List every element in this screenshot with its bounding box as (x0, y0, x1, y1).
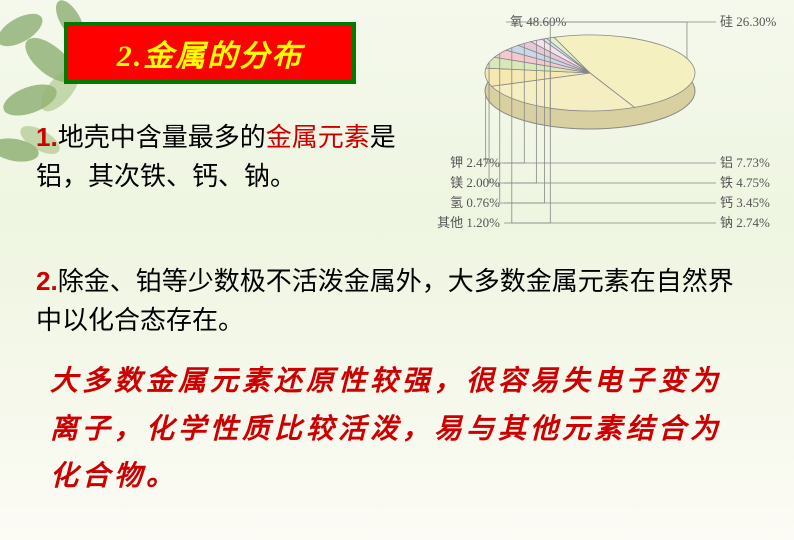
pie-chart: 氧 48.60% 硅 26.30% 铝 7.73% 铁 4.75% 钙 3.45% 钠 2… (420, 8, 780, 238)
explanation-text: 大多数金属元素还原性较强，很容易失电子变为离子，化学性质比较活泼，易与其他元素结… (50, 358, 750, 501)
svg-text:氧 48.60%: 氧 48.60% (510, 14, 567, 29)
svg-text:钾 2.47%: 钾 2.47% (450, 155, 500, 170)
point-1-pre: 地壳中含量最多的 (58, 123, 266, 152)
point-2-text: 除金、铂等少数极不活泼金属外，大多数金属元素在自然界中以化合态存在。 (36, 267, 734, 335)
point-2-number: 2. (36, 266, 58, 296)
section-title-number: 2. (117, 40, 144, 73)
svg-text:镁 2.00%: 镁 2.00% (450, 175, 500, 190)
svg-text:钠 2.74%: 钠 2.74% (720, 215, 770, 230)
svg-text:其他 1.20%: 其他 1.20% (437, 215, 500, 230)
section-title: 2.金属的分布 (117, 31, 304, 75)
svg-text:氢 0.76%: 氢 0.76% (450, 195, 500, 210)
svg-text:钙 3.45%: 钙 3.45% (720, 195, 770, 210)
section-title-text: 金属的分布 (143, 40, 303, 73)
point-1: 1.地壳中含量最多的金属元素是铝，其次铁、钙、钠。 (36, 118, 416, 196)
section-title-box: 2.金属的分布 (64, 22, 356, 84)
point-2: 2.除金、铂等少数极不活泼金属外，大多数金属元素在自然界中以化合态存在。 (36, 262, 756, 340)
point-1-highlight: 金属元素 (266, 123, 370, 152)
svg-text:铝 7.73%: 铝 7.73% (720, 155, 770, 170)
point-1-number: 1. (36, 122, 58, 152)
svg-text:硅 26.30%: 硅 26.30% (720, 14, 777, 29)
svg-text:铁 4.75%: 铁 4.75% (720, 175, 770, 190)
